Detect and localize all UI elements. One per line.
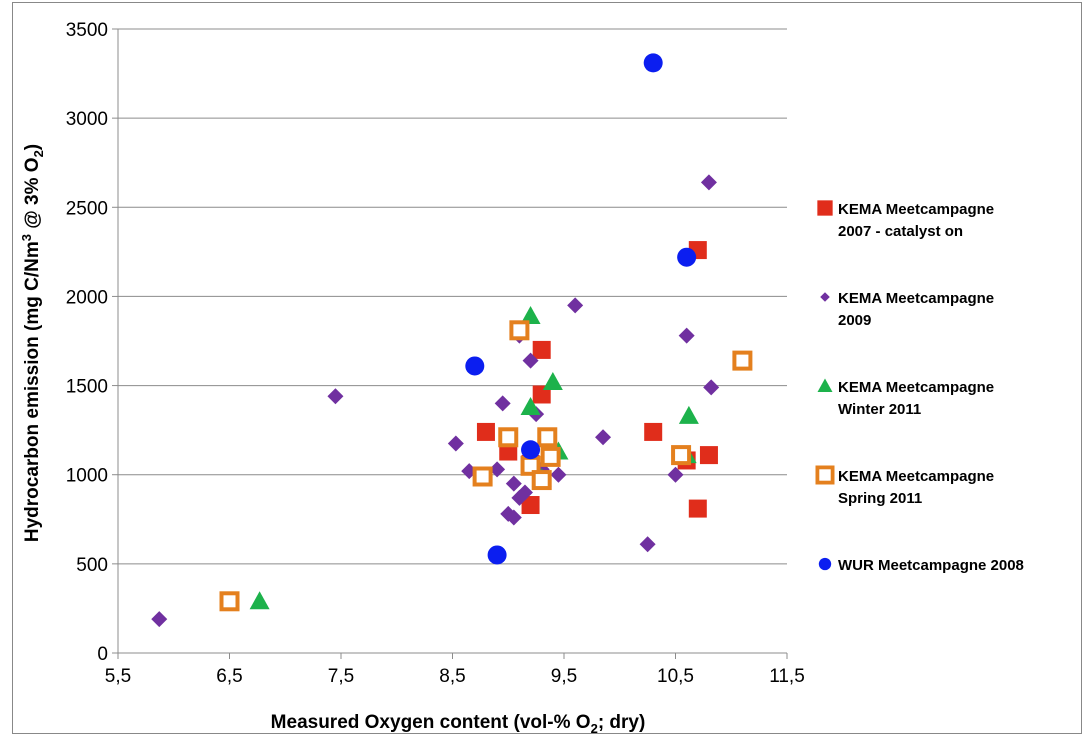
data-point	[249, 591, 270, 610]
legend-label: WUR Meetcampagne 2008	[838, 557, 1024, 574]
legend-label: 2009	[838, 312, 871, 329]
data-points	[151, 53, 753, 628]
data-point	[522, 352, 539, 369]
data-point	[532, 340, 551, 359]
data-point	[494, 395, 511, 412]
data-point	[537, 427, 558, 448]
x-tick-labels: 5,5 6,5 7,5 8,5 9,5 10,5 11,5	[105, 666, 805, 687]
data-point	[678, 327, 695, 344]
data-point	[151, 611, 168, 628]
data-point	[671, 445, 692, 466]
data-point	[699, 446, 718, 465]
legend-label: Spring 2011	[838, 490, 922, 507]
data-point	[703, 379, 720, 396]
data-point	[644, 422, 663, 441]
legend-item: WUR Meetcampagne 2008	[818, 557, 1024, 574]
data-point	[700, 174, 717, 191]
x-tick-label: 6,5	[216, 666, 242, 687]
data-point	[505, 509, 522, 526]
data-point	[542, 372, 563, 391]
data-point	[521, 440, 541, 460]
legend-marker	[820, 292, 830, 302]
y-tick-label: 3500	[66, 20, 108, 41]
data-point	[509, 320, 530, 341]
legend-item: KEMA Meetcampagne Winter 2011	[817, 378, 994, 418]
y-axis-title-part2: @ 3% O	[22, 157, 43, 234]
data-point	[447, 435, 464, 452]
x-axis-title-subscript: 2	[591, 721, 598, 736]
data-point	[476, 422, 495, 441]
legend-marker	[818, 557, 832, 571]
data-point	[540, 446, 561, 467]
data-point	[688, 499, 707, 518]
x-tick-label: 9,5	[551, 666, 577, 687]
data-point	[643, 53, 663, 73]
y-axis-title-subscript: 2	[31, 150, 46, 157]
y-axis-title-part3: )	[22, 144, 43, 150]
data-point	[732, 350, 753, 371]
legend-marker	[817, 200, 833, 216]
data-point	[595, 429, 612, 446]
legend-label: KEMA Meetcampagne	[838, 379, 994, 396]
data-point	[489, 461, 506, 478]
y-axis-title: Hydrocarbon emission (mg C/Nm3 @ 3% O2)	[19, 144, 46, 542]
y-axis-title-part1: Hydrocarbon emission (mg C/Nm	[22, 241, 43, 542]
legend-label: KEMA Meetcampagne	[838, 201, 994, 218]
x-tick-label: 7,5	[328, 666, 354, 687]
data-point	[667, 466, 684, 483]
x-tick-label: 10,5	[657, 666, 694, 687]
data-point	[531, 470, 552, 491]
legend-item: KEMA Meetcampagne 2009	[820, 290, 994, 329]
x-axis-title-part1: Measured Oxygen content (vol-% O	[271, 712, 591, 733]
data-point	[516, 484, 533, 501]
x-tick-label: 5,5	[105, 666, 131, 687]
y-tick-label: 500	[76, 555, 108, 576]
data-point	[567, 297, 584, 314]
gridlines	[118, 28, 787, 565]
y-tick-label: 3000	[66, 109, 108, 130]
y-tick-label: 2000	[66, 287, 108, 308]
data-point	[520, 306, 541, 325]
x-tick-label: 8,5	[439, 666, 465, 687]
legend-label: Winter 2011	[838, 401, 921, 418]
data-point	[505, 475, 522, 492]
y-axis-title-superscript: 3	[19, 234, 34, 241]
data-point	[465, 356, 485, 376]
y-tick-labels: 0 500 1000 1500 2000 2500 3000 3500	[66, 20, 108, 665]
x-axis-title: Measured Oxygen content (vol-% O2; dry)	[271, 712, 646, 736]
data-point	[550, 466, 567, 483]
data-point	[498, 427, 519, 448]
legend-label: KEMA Meetcampagne	[838, 468, 994, 485]
data-point	[219, 591, 240, 612]
data-point	[472, 466, 493, 487]
data-point	[327, 388, 344, 405]
y-tick-label: 2500	[66, 198, 108, 219]
y-tick-label: 0	[97, 644, 108, 665]
x-axis-title-part2: ; dry)	[598, 712, 646, 733]
chart-frame	[12, 2, 1082, 734]
axes	[112, 28, 788, 659]
legend-marker	[815, 465, 835, 485]
data-point	[521, 496, 540, 515]
legend-item: KEMA Meetcampagne 2007 - catalyst on	[817, 200, 994, 240]
legend-label: KEMA Meetcampagne	[838, 290, 994, 307]
y-tick-label: 1000	[66, 466, 108, 487]
legend-item: KEMA Meetcampagne Spring 2011	[815, 465, 994, 507]
legend-marker	[817, 378, 833, 392]
data-point	[487, 545, 507, 565]
data-point	[520, 396, 541, 415]
legend-label: 2007 - catalyst on	[838, 223, 963, 240]
data-point	[677, 247, 697, 267]
y-tick-label: 1500	[66, 377, 108, 398]
data-point	[639, 536, 656, 553]
series-4	[465, 53, 697, 565]
data-point	[678, 405, 699, 424]
series-1	[151, 174, 720, 628]
x-tick-label: 11,5	[769, 666, 805, 687]
series-3	[219, 320, 753, 612]
